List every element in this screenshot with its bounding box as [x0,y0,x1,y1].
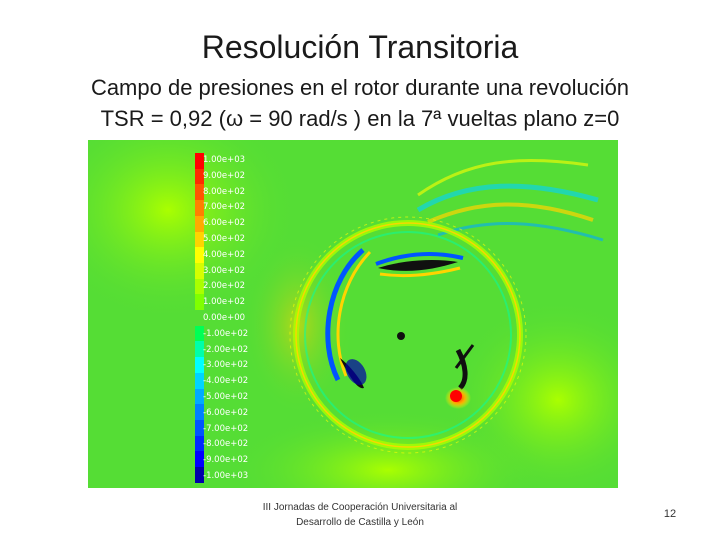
legend-swatch [195,404,204,420]
legend-swatch [195,200,204,216]
legend-label: -3.00e+02 [203,360,249,371]
legend-label: 9.00e+02 [203,170,246,181]
legend-swatch [195,325,204,342]
slide-footer: III Jornadas de Cooperación Universitari… [240,500,480,530]
legend-label: 3.00e+02 [203,265,246,276]
legend-swatch [195,247,204,263]
slide-subtitle: Campo de presiones en el rotor durante u… [0,72,720,134]
footer-line-2: Desarrollo de Castilla y León [296,517,424,528]
legend-swatch [195,262,204,279]
subtitle-line-1: Campo de presiones en el rotor durante u… [90,75,630,100]
legend-label: -1.00e+02 [203,328,249,339]
legend-label: 4.00e+02 [203,249,246,260]
legend-label: -6.00e+02 [203,407,249,418]
legend-label: -4.00e+02 [203,376,249,387]
legend-swatch [195,451,204,468]
legend-swatch [195,278,204,295]
legend-label: -2.00e+02 [203,344,249,355]
legend-label: 6.00e+02 [203,218,246,229]
legend-swatch [195,294,204,311]
legend-label: 1.00e+03 [203,155,246,165]
legend-swatch [195,388,204,405]
legend-label: 2.00e+02 [203,281,246,292]
legend-swatch [195,153,204,169]
legend-label: 1.00e+02 [203,297,246,308]
legend-swatch [195,467,204,483]
legend-label: 8.00e+02 [203,186,246,197]
legend-label: -5.00e+02 [203,392,249,402]
legend-label: 7.00e+02 [203,202,246,213]
subtitle-line-2: TSR = 0,92 (ω = 90 rad/s ) en la 7ª vuel… [100,106,620,131]
contour-legend: 1.00e+03 9.00e+02 8.00e+02 7.00e+02 6.00e+02… [195,153,255,483]
legend-swatch [195,435,204,452]
legend-swatch [195,215,204,232]
legend-label: -9.00e+02 [203,455,249,466]
legend-swatch [195,372,204,389]
legend-swatch [195,419,204,436]
legend-label: 5.00e+02 [203,234,246,244]
legend-label: -8.00e+02 [203,439,249,450]
legend-swatch [195,231,204,248]
pressure-contour-image: 1.00e+03 9.00e+02 8.00e+02 7.00e+02 6.00e+02… [88,140,618,488]
legend-swatch [195,310,204,326]
legend-color-bar [195,153,204,483]
legend-swatch [195,184,204,201]
legend-swatch [195,341,204,358]
slide-title: Resolución Transitoria [201,29,519,65]
legend-swatch [195,357,204,373]
legend-label: -7.00e+02 [203,423,249,434]
page-number: 12 [663,508,677,520]
legend-label: -1.00e+03 [203,471,249,481]
legend-label: 0.00e+00 [203,313,246,323]
footer-line-1: III Jornadas de Cooperación Universitari… [262,502,458,513]
legend-swatch [195,168,204,185]
pressure-field-plot [88,140,618,488]
